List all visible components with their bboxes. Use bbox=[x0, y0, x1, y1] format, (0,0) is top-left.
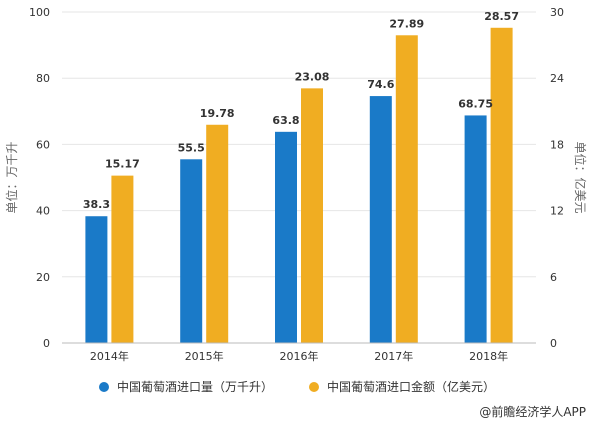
legend-dot-volume bbox=[98, 381, 109, 392]
left-tick-label: 0 bbox=[43, 337, 50, 350]
data-label-value: 19.78 bbox=[200, 107, 235, 120]
legend-dot-value bbox=[309, 381, 319, 392]
right-tick-label: 6 bbox=[550, 271, 557, 284]
legend-label-volume: 中国葡萄酒进口量（万千升） bbox=[116, 380, 273, 394]
left-axis-ticks: 0 20 40 60 80 100 bbox=[29, 6, 50, 350]
left-tick-label: 80 bbox=[36, 72, 50, 85]
right-axis-title: 单位：亿美元 bbox=[573, 141, 588, 213]
chart: 0 20 40 60 80 100 0 6 12 18 24 30 38.3 15.17 55.5 19.… bbox=[4, 6, 588, 363]
data-label-volume: 68.75 bbox=[458, 97, 493, 110]
right-tick-label: 12 bbox=[550, 205, 564, 218]
grid-lines bbox=[62, 11, 536, 278]
bar-import-volume bbox=[464, 115, 487, 343]
left-axis-title: 单位：万千升 bbox=[4, 141, 19, 213]
category-label: 2018年 bbox=[469, 349, 508, 363]
category-label: 2014年 bbox=[90, 349, 129, 363]
left-tick-label: 100 bbox=[29, 6, 50, 19]
data-label-value: 28.57 bbox=[484, 10, 519, 23]
left-tick-label: 40 bbox=[36, 205, 50, 218]
right-axis-ticks: 0 6 12 18 24 30 bbox=[550, 6, 564, 350]
bar-import-value bbox=[395, 35, 418, 343]
right-tick-label: 18 bbox=[550, 138, 564, 151]
bar-import-value bbox=[111, 175, 134, 343]
legend: 中国葡萄酒进口量（万千升） 中国葡萄酒进口金额（亿美元） bbox=[0, 378, 594, 395]
bars bbox=[85, 27, 513, 343]
legend-item-volume: 中国葡萄酒进口量（万千升） bbox=[98, 378, 273, 395]
data-label-volume: 63.8 bbox=[272, 114, 299, 127]
right-tick-label: 30 bbox=[550, 6, 564, 19]
category-label: 2017年 bbox=[374, 349, 413, 363]
data-label-value: 23.08 bbox=[295, 70, 330, 83]
left-tick-label: 60 bbox=[36, 138, 50, 151]
data-label-volume: 55.5 bbox=[178, 141, 205, 154]
bar-import-volume bbox=[369, 96, 392, 343]
bar-import-volume bbox=[85, 216, 108, 343]
category-label: 2015年 bbox=[185, 349, 224, 363]
data-labels: 38.3 15.17 55.5 19.78 63.8 23.08 74.6 27.89 68.7… bbox=[83, 10, 519, 211]
left-tick-label: 20 bbox=[36, 271, 50, 284]
source-credit: @前瞻经济学人APP bbox=[479, 405, 586, 419]
data-label-volume: 74.6 bbox=[367, 78, 394, 91]
bar-import-volume bbox=[180, 159, 203, 343]
data-label-value: 27.89 bbox=[389, 17, 424, 30]
bar-import-value bbox=[301, 88, 323, 343]
bar-import-value bbox=[206, 124, 229, 343]
bar-import-value bbox=[490, 27, 513, 343]
data-label-value: 15.17 bbox=[105, 158, 140, 171]
category-label: 2016年 bbox=[280, 349, 319, 363]
right-tick-label: 0 bbox=[550, 337, 557, 350]
bar-import-volume bbox=[275, 131, 297, 343]
legend-item-value: 中国葡萄酒进口金额（亿美元） bbox=[309, 378, 495, 395]
right-tick-label: 24 bbox=[550, 72, 564, 85]
data-label-volume: 38.3 bbox=[83, 198, 110, 211]
category-labels: 2014年 2015年 2016年 2017年 2018年 bbox=[90, 349, 508, 363]
legend-label-value: 中国葡萄酒进口金额（亿美元） bbox=[327, 380, 496, 394]
